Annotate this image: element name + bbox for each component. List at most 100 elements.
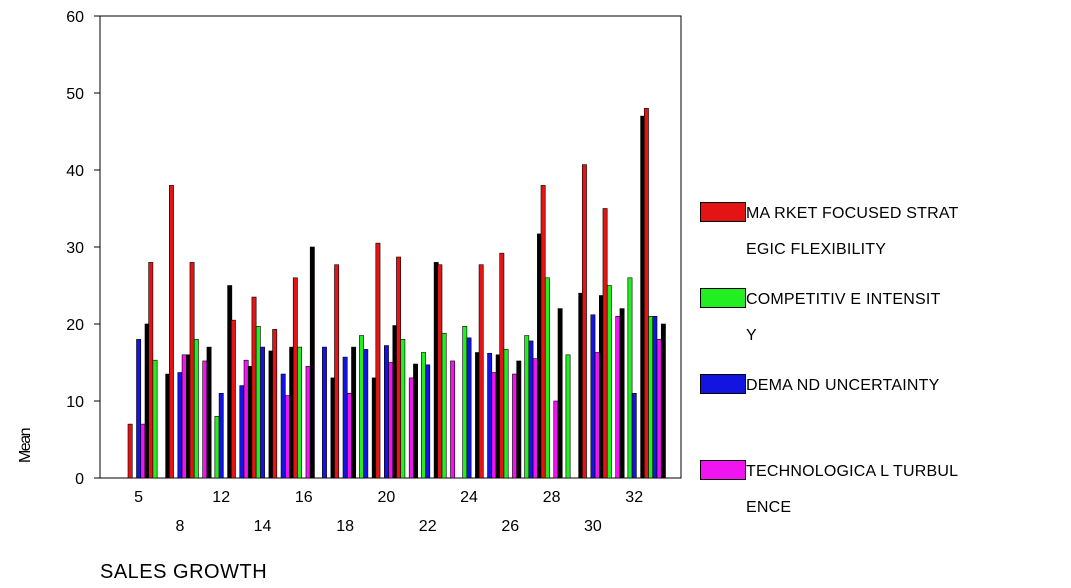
bar <box>363 349 369 479</box>
bar <box>136 339 142 479</box>
bar <box>230 319 236 479</box>
x-tick-label: 8 <box>175 518 184 535</box>
x-tick-label: 32 <box>625 489 643 506</box>
x-tick-label: 30 <box>584 518 602 535</box>
bar <box>284 395 290 479</box>
x-tick-label: 20 <box>378 489 396 506</box>
bar <box>206 346 212 479</box>
bar <box>305 366 311 479</box>
y-tick-label: 30 <box>66 240 84 257</box>
bar <box>359 335 364 479</box>
bar <box>516 360 522 479</box>
legend-label: DEMA ND UNCERTAINTY <box>746 368 939 404</box>
bar <box>619 308 625 479</box>
legend-swatch <box>700 374 746 394</box>
bar <box>342 356 348 479</box>
bar <box>346 392 352 479</box>
bar <box>425 364 431 479</box>
bar <box>524 335 530 479</box>
legend-item: MA RKET FOCUSED STRAT EGIC FLEXIBILITY <box>700 196 1070 282</box>
y-tick-label: 20 <box>66 317 84 334</box>
x-tick-label: 26 <box>501 518 519 535</box>
bar <box>292 277 298 479</box>
y-axis-label: Mean <box>17 428 34 463</box>
bar <box>648 315 654 479</box>
bar <box>351 346 357 479</box>
bar <box>652 315 658 479</box>
x-tick-label: 16 <box>295 489 313 506</box>
bar <box>602 208 608 479</box>
bar <box>656 339 662 479</box>
x-tick-label: 5 <box>134 489 143 506</box>
bar <box>615 315 621 479</box>
legend-item: COMPETITIV E INTENSIT Y <box>700 282 1070 368</box>
bar <box>565 354 571 479</box>
x-tick-label: 22 <box>419 518 437 535</box>
bar <box>334 264 340 479</box>
x-tick-label: 24 <box>460 489 478 506</box>
legend-item: TECHNOLOGICA L TURBUL ENCE <box>700 454 1070 540</box>
bar <box>177 372 183 479</box>
bar <box>309 246 315 479</box>
bar <box>557 308 563 479</box>
bar <box>218 392 224 479</box>
bar <box>243 359 249 479</box>
bar <box>193 339 199 479</box>
bar <box>487 352 493 479</box>
y-tick-label: 0 <box>75 471 84 488</box>
bar <box>450 360 456 479</box>
legend-label: COMPETITIV E INTENSIT Y <box>746 282 940 354</box>
legend-label-line: COMPETITIV E INTENSIT <box>746 291 941 308</box>
bar-chart: 0 10 20 30 40 50 60 5 8 12 14 16 18 20 22 24 26 28 30 32 M… <box>17 9 682 583</box>
bar <box>251 296 257 479</box>
bar <box>140 423 146 479</box>
x-axis-label: SALES GROWTH <box>100 561 267 583</box>
bar <box>408 377 414 479</box>
bar <box>396 256 402 479</box>
bar <box>512 373 518 479</box>
y-tick-label: 50 <box>66 86 84 103</box>
bar <box>127 423 133 479</box>
bar <box>503 349 509 479</box>
legend-swatch <box>700 460 746 480</box>
bar <box>202 360 208 479</box>
bar <box>606 285 612 479</box>
bar <box>255 326 261 479</box>
bar <box>421 352 426 479</box>
y-axis: 0 10 20 30 40 50 60 <box>66 9 100 488</box>
bar <box>148 262 154 479</box>
y-tick-label: 60 <box>66 9 84 26</box>
bars <box>127 108 666 479</box>
bar <box>499 252 505 479</box>
legend-item: DEMA ND UNCERTAINTY <box>700 368 1070 454</box>
bar <box>532 358 538 479</box>
bar <box>643 108 649 479</box>
bar <box>590 314 596 479</box>
bar <box>375 242 381 479</box>
bar <box>388 362 394 479</box>
bar <box>322 346 327 479</box>
bar <box>627 277 633 479</box>
bar <box>383 345 389 479</box>
bar <box>272 329 278 479</box>
bar <box>189 262 195 479</box>
legend-label-line: ENCE <box>746 499 792 516</box>
bar <box>462 326 468 479</box>
bar <box>152 359 158 479</box>
x-tick-label: 18 <box>336 518 354 535</box>
bar <box>297 346 303 479</box>
bar <box>441 332 447 479</box>
bar <box>239 385 245 479</box>
legend-label-line: TECHNOLOGICA L TURBUL <box>746 463 959 480</box>
bar <box>544 277 550 479</box>
legend-swatch <box>700 288 746 308</box>
bar <box>660 323 666 479</box>
legend: MA RKET FOCUSED STRAT EGIC FLEXIBILITY COM… <box>700 196 1070 540</box>
bar <box>540 185 546 479</box>
bar <box>413 363 419 479</box>
bar <box>466 337 472 479</box>
y-tick-label: 40 <box>66 163 84 180</box>
x-tick-label: 28 <box>543 489 561 506</box>
x-axis: 5 8 12 14 16 18 20 22 24 26 28 30 32 <box>134 489 643 535</box>
bar <box>437 264 443 479</box>
